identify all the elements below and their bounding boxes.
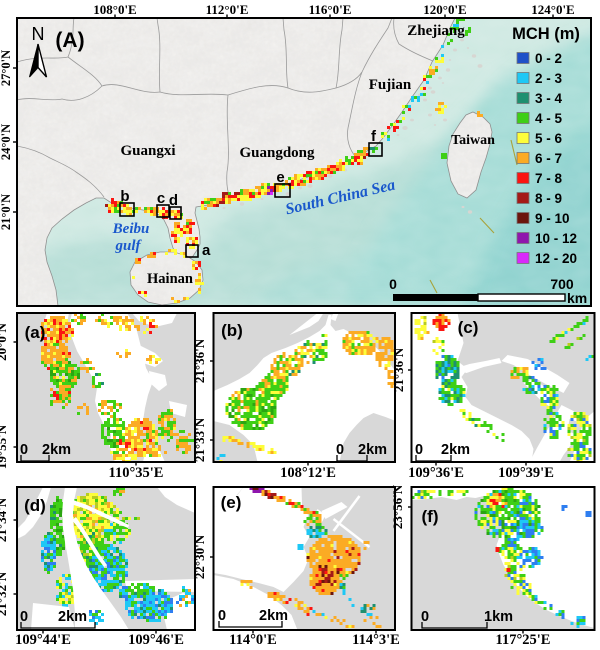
svg-text:22°30'N: 22°30'N — [192, 534, 207, 579]
svg-text:112°0'E: 112°0'E — [206, 2, 249, 17]
svg-text:gulf: gulf — [114, 238, 142, 254]
svg-text:0: 0 — [389, 276, 397, 292]
svg-text:109°39'E: 109°39'E — [498, 465, 554, 481]
svg-text:2km: 2km — [42, 442, 71, 458]
svg-text:MCH (m): MCH (m) — [512, 25, 580, 43]
svg-text:9 - 10: 9 - 10 — [535, 211, 570, 226]
svg-text:a: a — [202, 242, 211, 259]
svg-text:(A): (A) — [55, 29, 84, 52]
svg-text:N: N — [32, 24, 45, 44]
svg-text:7 - 8: 7 - 8 — [535, 171, 563, 186]
svg-text:(d): (d) — [24, 496, 46, 515]
svg-text:(c): (c) — [458, 318, 479, 337]
svg-text:21°36'N: 21°36'N — [192, 338, 207, 383]
svg-text:116°0'E: 116°0'E — [309, 2, 352, 17]
svg-text:e: e — [276, 169, 284, 186]
svg-text:km: km — [567, 290, 587, 306]
svg-text:Taiwan: Taiwan — [451, 133, 495, 148]
svg-text:21°36'N: 21°36'N — [391, 347, 406, 392]
svg-text:700: 700 — [550, 276, 574, 292]
svg-text:108°0'E: 108°0'E — [93, 2, 136, 17]
svg-text:4 - 5: 4 - 5 — [535, 111, 563, 126]
svg-text:23°56'N: 23°56'N — [390, 484, 405, 529]
svg-text:6 - 7: 6 - 7 — [535, 151, 562, 166]
svg-text:Beibu: Beibu — [112, 221, 150, 237]
svg-text:117°25'E: 117°25'E — [496, 632, 551, 648]
svg-text:8 - 9: 8 - 9 — [535, 191, 562, 206]
svg-text:2km: 2km — [358, 442, 387, 458]
svg-text:24°0'N: 24°0'N — [0, 124, 13, 160]
svg-text:Zhejiang: Zhejiang — [407, 23, 465, 39]
svg-text:(a): (a) — [25, 323, 46, 342]
svg-text:f: f — [371, 128, 377, 145]
svg-text:1km: 1km — [484, 609, 513, 625]
svg-text:0: 0 — [218, 608, 226, 624]
svg-text:0: 0 — [20, 442, 28, 458]
svg-text:0: 0 — [20, 609, 28, 625]
svg-text:109°44'E: 109°44'E — [15, 632, 71, 648]
svg-text:5 - 6: 5 - 6 — [535, 131, 563, 146]
svg-text:Hainan: Hainan — [147, 271, 193, 287]
svg-text:3 - 4: 3 - 4 — [535, 91, 563, 106]
svg-text:(f): (f) — [422, 507, 439, 526]
svg-text:Guangxi: Guangxi — [120, 143, 175, 159]
svg-text:21°0'N: 21°0'N — [0, 194, 13, 230]
svg-text:(b): (b) — [221, 321, 243, 340]
svg-text:c: c — [157, 190, 165, 207]
svg-text:21°32'N: 21°32'N — [0, 571, 9, 616]
svg-text:(e): (e) — [221, 493, 242, 512]
svg-text:0: 0 — [415, 442, 423, 458]
svg-text:21°34'N: 21°34'N — [0, 497, 9, 542]
svg-text:2 - 3: 2 - 3 — [535, 71, 563, 86]
svg-text:109°46'E: 109°46'E — [128, 632, 184, 648]
svg-text:2km: 2km — [58, 609, 87, 625]
svg-text:2km: 2km — [259, 608, 288, 624]
svg-text:114°3'E: 114°3'E — [352, 632, 400, 648]
svg-text:Fujian: Fujian — [369, 77, 412, 93]
svg-text:0 - 2: 0 - 2 — [535, 51, 562, 66]
svg-text:0: 0 — [336, 442, 344, 458]
svg-text:120°0'E: 120°0'E — [423, 2, 466, 17]
svg-text:109°36'E: 109°36'E — [408, 465, 464, 481]
svg-text:19°55'N: 19°55'N — [0, 424, 9, 469]
svg-text:124°0'E: 124°0'E — [531, 2, 574, 17]
svg-text:Guangdong: Guangdong — [239, 145, 315, 161]
svg-text:110°35'E: 110°35'E — [109, 465, 164, 481]
svg-text:0: 0 — [421, 609, 429, 625]
svg-text:d: d — [169, 192, 178, 209]
svg-text:12 - 20: 12 - 20 — [535, 251, 577, 266]
svg-text:2km: 2km — [441, 442, 470, 458]
svg-text:10 - 12: 10 - 12 — [535, 231, 577, 246]
svg-text:b: b — [120, 188, 129, 205]
svg-text:108°12'E: 108°12'E — [280, 465, 336, 481]
svg-text:27°0'N: 27°0'N — [0, 50, 13, 86]
svg-text:114°0'E: 114°0'E — [229, 632, 277, 648]
svg-text:21°33'N: 21°33'N — [192, 417, 207, 462]
svg-text:20°0'N: 20°0'N — [0, 323, 9, 361]
